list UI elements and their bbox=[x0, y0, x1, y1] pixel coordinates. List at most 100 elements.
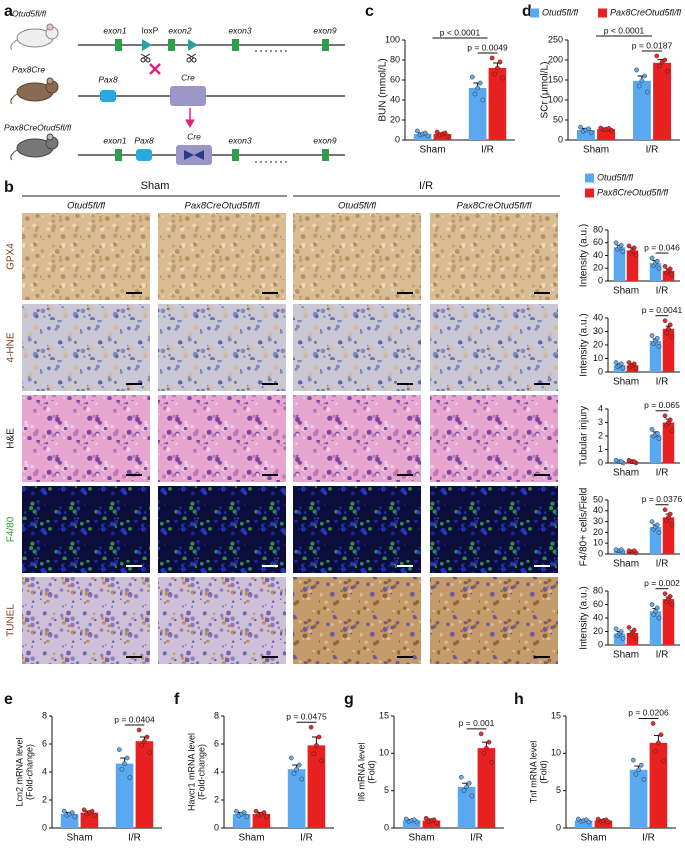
panel-label: f bbox=[174, 691, 180, 708]
p-value: p = 0.0206 bbox=[628, 708, 669, 718]
micrograph bbox=[22, 486, 150, 573]
panel-label: e bbox=[4, 691, 13, 708]
data-point bbox=[119, 766, 125, 772]
y-tick-label: 10 bbox=[593, 353, 603, 363]
y-tick-label: 50 bbox=[593, 494, 603, 504]
data-point bbox=[244, 814, 250, 820]
data-point bbox=[656, 344, 662, 349]
data-point bbox=[472, 91, 478, 97]
loxp bbox=[188, 39, 198, 51]
y-tick-label: 0 bbox=[598, 639, 603, 649]
p-value: p = 0.0404 bbox=[114, 714, 155, 724]
data-point bbox=[626, 625, 632, 630]
x-tick-label: I/R bbox=[128, 833, 141, 844]
bar bbox=[653, 62, 672, 140]
data-point bbox=[61, 808, 67, 814]
mouse-icon bbox=[10, 23, 59, 51]
data-point bbox=[653, 748, 659, 754]
mouse-icon bbox=[10, 77, 59, 105]
x-tick-label: I/R bbox=[300, 833, 313, 844]
data-point bbox=[89, 808, 95, 814]
data-point bbox=[478, 731, 484, 737]
cre-box bbox=[170, 86, 206, 106]
data-point bbox=[486, 739, 492, 745]
y-tick-label: 10 bbox=[551, 748, 561, 758]
data-point bbox=[650, 721, 656, 726]
legend-swatch bbox=[598, 8, 607, 18]
y-tick-label: 10 bbox=[379, 748, 389, 758]
exon bbox=[232, 39, 239, 51]
x-tick-label: I/R bbox=[656, 286, 669, 297]
data-point bbox=[442, 130, 448, 136]
data-point bbox=[620, 635, 626, 641]
y-axis-label: Tnf mRNA level bbox=[528, 741, 538, 804]
y-tick-label: 8 bbox=[42, 710, 47, 720]
micrograph bbox=[430, 486, 558, 573]
data-point bbox=[480, 97, 486, 103]
data-point bbox=[636, 83, 642, 89]
y-tick-label: 20 bbox=[593, 626, 603, 636]
data-point bbox=[475, 85, 480, 91]
data-point bbox=[423, 815, 429, 821]
y-axis-label: Havcr1 mRNA level bbox=[186, 733, 196, 811]
data-point bbox=[669, 522, 675, 528]
data-point bbox=[469, 793, 475, 799]
data-point bbox=[422, 130, 428, 136]
bar bbox=[629, 769, 648, 828]
legend-swatch bbox=[530, 8, 539, 18]
x-tick-label: I/R bbox=[642, 833, 655, 844]
loxp bbox=[142, 39, 152, 51]
bar bbox=[287, 769, 306, 828]
row-label: H&E bbox=[6, 428, 17, 449]
data-point bbox=[124, 755, 130, 761]
data-point bbox=[434, 129, 440, 135]
bar bbox=[662, 328, 675, 372]
x-tick-label: Sham bbox=[66, 833, 92, 844]
micrograph bbox=[430, 213, 558, 300]
y-tick-label: 40 bbox=[593, 312, 603, 322]
x-tick-label: Sham bbox=[613, 468, 639, 479]
data-point bbox=[586, 126, 591, 132]
y-tick-label: 2 bbox=[598, 430, 603, 440]
data-point bbox=[633, 365, 639, 371]
x-tick-label: Sham bbox=[583, 145, 609, 156]
x-tick-label: Sham bbox=[408, 833, 434, 844]
y-axis-label: SCr (μmol/L) bbox=[540, 62, 551, 119]
exon bbox=[322, 39, 329, 51]
y-tick-label: 0 bbox=[598, 457, 603, 467]
micrograph bbox=[293, 486, 421, 573]
y-axis-label: Intensity (a.u.) bbox=[579, 313, 590, 376]
data-point bbox=[613, 547, 619, 553]
legend-label: Otud5fl/fl bbox=[542, 7, 579, 17]
y-tick-label: 60 bbox=[390, 74, 400, 84]
data-point bbox=[477, 80, 483, 86]
data-point bbox=[644, 89, 650, 95]
bar bbox=[649, 434, 662, 463]
micrograph bbox=[158, 395, 286, 482]
bar bbox=[626, 250, 639, 281]
micrograph bbox=[158, 304, 286, 391]
x-tick-label: I/R bbox=[481, 145, 494, 156]
data-point bbox=[654, 522, 660, 528]
data-point bbox=[598, 125, 604, 131]
y-tick-label: 200 bbox=[548, 54, 563, 64]
data-point bbox=[458, 774, 464, 780]
y-tick-label: 60 bbox=[593, 237, 603, 247]
y-tick-label: 6 bbox=[214, 738, 219, 748]
pax8-box bbox=[136, 149, 152, 161]
data-point bbox=[649, 333, 655, 338]
p-value: p = 0.0376 bbox=[642, 494, 683, 504]
data-point bbox=[649, 426, 655, 432]
data-point bbox=[662, 318, 668, 324]
data-point bbox=[667, 417, 673, 423]
data-point bbox=[626, 243, 632, 249]
data-point bbox=[654, 430, 660, 436]
x-tick-label: I/R bbox=[646, 145, 659, 156]
data-point bbox=[296, 762, 302, 768]
data-point bbox=[233, 808, 239, 814]
bar bbox=[413, 134, 432, 140]
exon bbox=[115, 39, 122, 51]
data-point bbox=[633, 635, 639, 641]
genotype-label: Pax8CreOtud5fl/fl bbox=[4, 122, 72, 132]
data-point bbox=[631, 627, 637, 633]
